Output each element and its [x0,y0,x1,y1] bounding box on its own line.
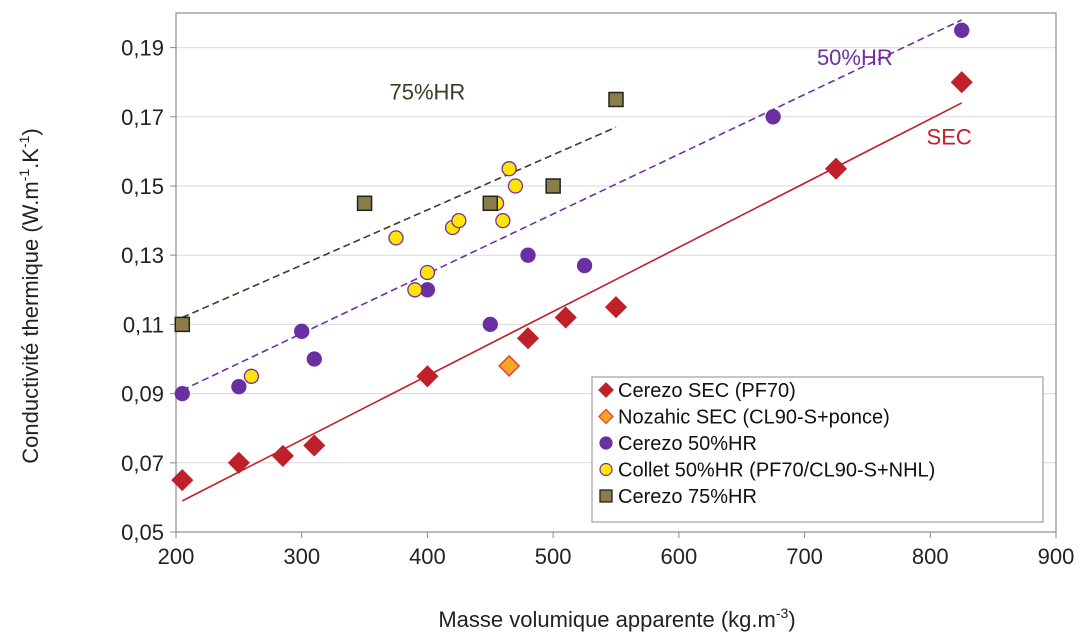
x-axis-title: Masse volumique apparente (kg.m-3) [438,605,795,632]
y-tick-label: 0,17 [121,105,164,130]
series-3 [243,161,524,384]
data-point [482,316,498,333]
data-point [545,178,561,194]
data-point [416,365,439,388]
legend-item: Cerezo 50%HR [599,433,757,455]
x-tick-label: 500 [535,544,572,569]
data-point [231,379,247,395]
data-point [419,264,436,281]
data-point [576,257,593,274]
y-axis-ticks: 0,05 0,07 0,09 0,11 0,13 0,15 0,17 0,19 [121,36,176,545]
legend-marker [598,408,614,425]
y-tick-label: 0,19 [121,36,164,61]
legend-label: Collet 50%HR (PF70/CL90-S+NHL) [618,460,935,482]
legend-item: Cerezo 75%HR [599,486,757,508]
plot-frame [175,12,1057,533]
data-point [765,109,781,125]
legend-item: Nozahic SEC (CL90-S+ponce) [598,407,890,429]
legend-label: Cerezo SEC (PF70) [618,380,796,402]
trendline-50hr [181,19,963,391]
x-tick-label: 400 [409,544,446,569]
legend-items: Cerezo SEC (PF70) Nozahic SEC (CL90-S+pon… [598,380,935,508]
x-tick-label: 200 [158,544,195,569]
data-point [419,282,436,298]
series-4 [174,91,624,333]
x-tick-label: 300 [283,544,320,569]
y-tick-label: 0,05 [121,520,164,545]
legend-marker [599,489,613,503]
data-point [954,22,970,38]
y-tick-label: 0,15 [121,174,164,199]
data-point [174,316,191,333]
trendline-75hr [181,126,617,319]
x-tick-label: 800 [912,544,949,569]
legend-label: Cerezo 75%HR [618,486,757,508]
data-point [171,469,194,492]
data-point [388,230,404,246]
data-point [227,451,250,474]
legend-label: Nozahic SEC (CL90-S+ponce) [618,407,890,429]
y-tick-label: 0,09 [121,382,164,407]
data-points [171,22,973,492]
legend-item: Cerezo SEC (PF70) [598,380,796,402]
data-point [824,157,848,180]
data-point [407,282,423,298]
y-tick-label: 0,07 [121,451,164,476]
legend-item: Collet 50%HR (PF70/CL90-S+NHL) [599,460,935,482]
data-point [608,91,624,108]
data-point [516,327,540,350]
y-tick-label: 0,11 [123,312,164,337]
trendline-label: SEC [927,124,972,149]
data-point [482,195,499,212]
x-axis-ticks: 200 300 400 500 600 700 800 900 [158,532,1075,569]
legend-marker [598,382,614,398]
series-1 [498,354,521,377]
data-point [451,212,467,229]
data-point [950,71,973,94]
data-point [294,323,310,339]
series-2 [174,22,970,402]
y-axis-title: Conductivité thermique (W.m-1.K-1) [16,128,43,463]
legend: Cerezo SEC (PF70) Nozahic SEC (CL90-S+pon… [591,376,1044,523]
x-tick-label: 600 [660,544,697,569]
data-point [271,444,294,467]
data-point [507,178,524,194]
legend-box [591,376,1044,523]
series-0 [171,71,973,492]
data-point [243,368,260,384]
data-point [604,296,628,319]
data-point [306,351,322,367]
legend-label: Cerezo 50%HR [618,433,757,455]
data-point [498,354,521,377]
data-point [520,247,536,263]
data-point [501,161,517,177]
legend-marker [599,436,613,450]
data-point [303,434,326,457]
data-point [554,306,577,329]
legend-marker [599,462,613,477]
x-tick-label: 900 [1038,544,1075,569]
trendline-label: 75%HR [390,80,466,105]
x-tick-label: 700 [786,544,823,569]
data-point [356,195,373,212]
trendline-label: 50%HR [817,45,893,70]
data-point [495,212,511,229]
data-point [174,385,190,402]
y-tick-label: 0,13 [121,243,164,268]
